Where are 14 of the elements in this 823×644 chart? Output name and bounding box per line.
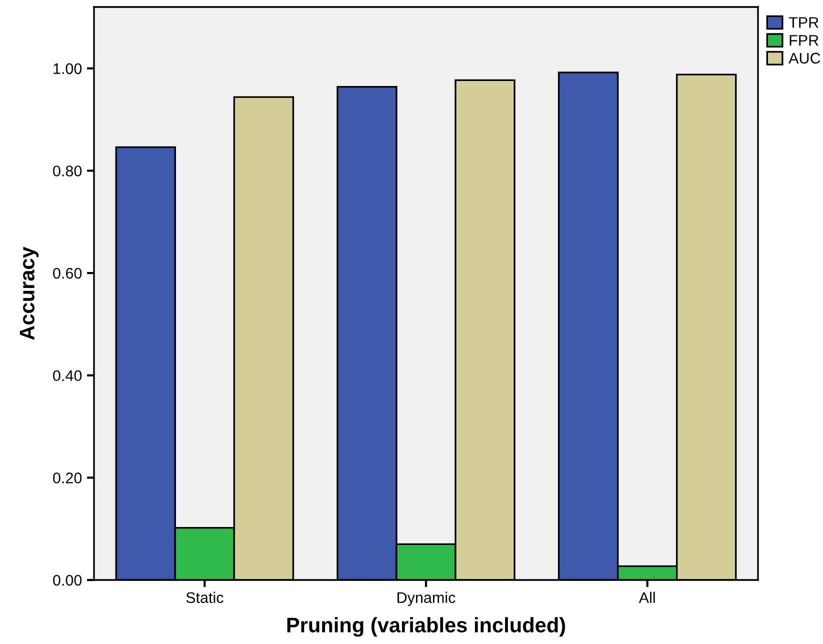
- x-tick-label: Dynamic: [398, 592, 456, 606]
- y-tick-label: 0.80: [53, 166, 82, 176]
- x-tick-label: All: [638, 592, 655, 603]
- y-tick-label: 0.20: [53, 472, 82, 484]
- legend-label: AUC: [788, 52, 820, 64]
- legend-label: TPR: [788, 17, 818, 28]
- x-axis-title: Pruning (variables included): [287, 617, 566, 637]
- y-tick-label: 0.00: [53, 574, 82, 586]
- y-tick-label: 1.00: [54, 63, 82, 74]
- y-tick-label: 0.60: [53, 268, 82, 279]
- x-tick-label: Static: [186, 592, 224, 604]
- y-axis-title: Accuracy: [20, 246, 39, 340]
- legend-label: FPR: [790, 35, 818, 46]
- y-tick-label: 0.40: [53, 370, 82, 382]
